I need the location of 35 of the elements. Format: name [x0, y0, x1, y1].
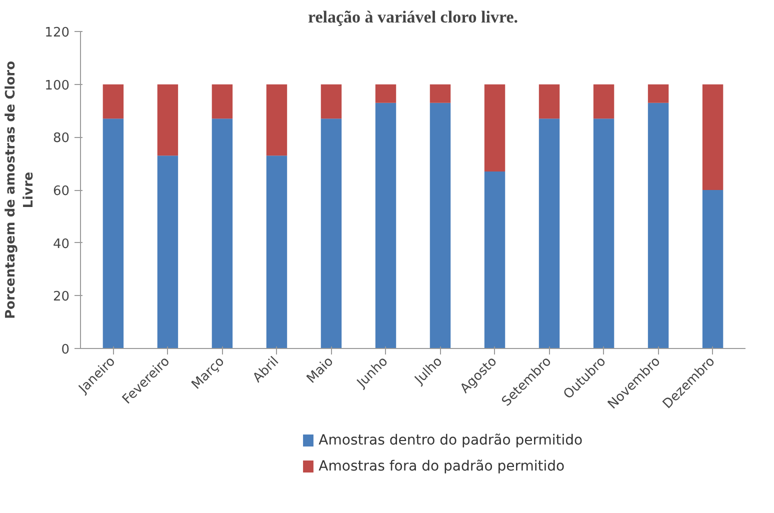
y-tick-label: 120 — [44, 26, 70, 40]
bar — [320, 118, 342, 348]
bar — [320, 84, 342, 119]
bar — [538, 84, 560, 119]
bar — [375, 84, 396, 103]
legend-label: Amostras dentro do padrão permitido — [318, 432, 583, 448]
bar — [593, 84, 614, 119]
y-tick-label: 40 — [52, 236, 70, 252]
y-tick-label: 80 — [52, 131, 70, 146]
bar — [266, 156, 288, 348]
y-tick-label: 20 — [52, 290, 70, 305]
bar — [157, 84, 178, 156]
bar — [102, 118, 124, 348]
legend-label: Amostras fora do padrão permitido — [318, 458, 565, 474]
bar — [702, 84, 724, 190]
y-tick-label: 0 — [61, 342, 70, 358]
bar — [538, 118, 560, 348]
bar — [212, 118, 233, 348]
y-tick-label: 100 — [44, 78, 70, 94]
bar — [648, 102, 669, 348]
bar — [430, 102, 451, 348]
bar — [484, 84, 506, 172]
bar — [375, 102, 396, 348]
bar — [593, 118, 614, 348]
bar — [702, 190, 724, 348]
bar — [266, 84, 288, 156]
bar — [484, 172, 506, 348]
bar — [430, 84, 451, 103]
y-tick-label: 60 — [52, 184, 70, 199]
bar — [157, 156, 178, 348]
y-axis-title: Porcentagem de amostras de Cloro Livre — [4, 60, 37, 320]
bar — [212, 84, 233, 119]
bar — [102, 84, 124, 119]
chart-title: relação à variável cloro livre. — [308, 8, 518, 26]
bar — [648, 84, 669, 103]
